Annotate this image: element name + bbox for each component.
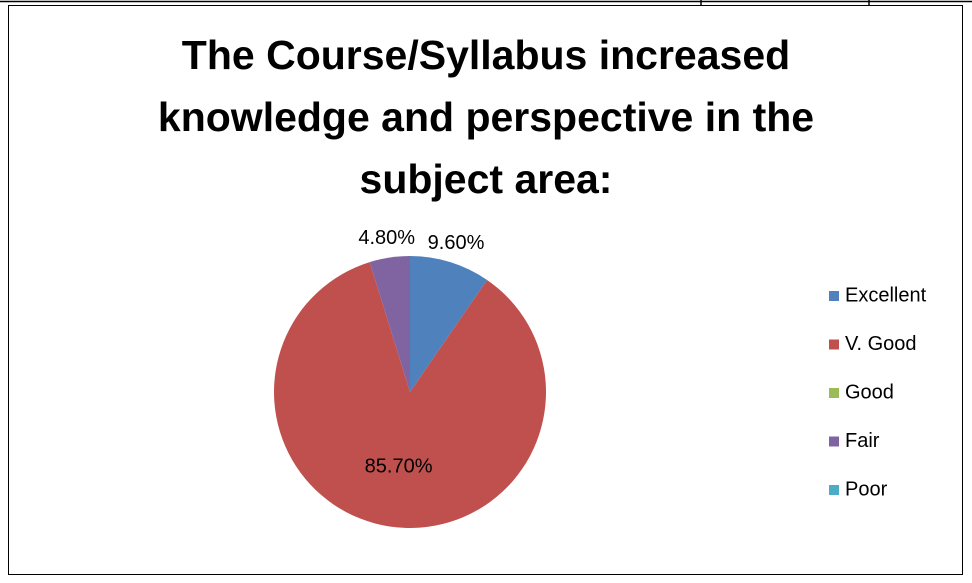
legend-swatch [829, 291, 839, 301]
data-label: 9.60% [428, 232, 485, 254]
pie-slice [369, 256, 410, 392]
legend-label: Fair [845, 430, 880, 452]
legend-label: Excellent [845, 284, 927, 306]
legend-label: V. Good [845, 333, 917, 355]
chart-frame [8, 5, 963, 575]
legend-swatch [829, 388, 839, 398]
legend-swatch [829, 485, 839, 495]
data-label: 85.70% [365, 456, 433, 478]
pie-slice [410, 256, 488, 392]
legend-swatch [829, 436, 839, 447]
legend-label: Good [845, 381, 894, 403]
legend-label: Poor [845, 478, 888, 500]
data-label: 4.80% [358, 227, 415, 249]
pie-slice [274, 262, 547, 528]
legend-swatch [829, 339, 839, 350]
chart-title: The Course/Syllabus increased knowledge … [157, 32, 815, 202]
